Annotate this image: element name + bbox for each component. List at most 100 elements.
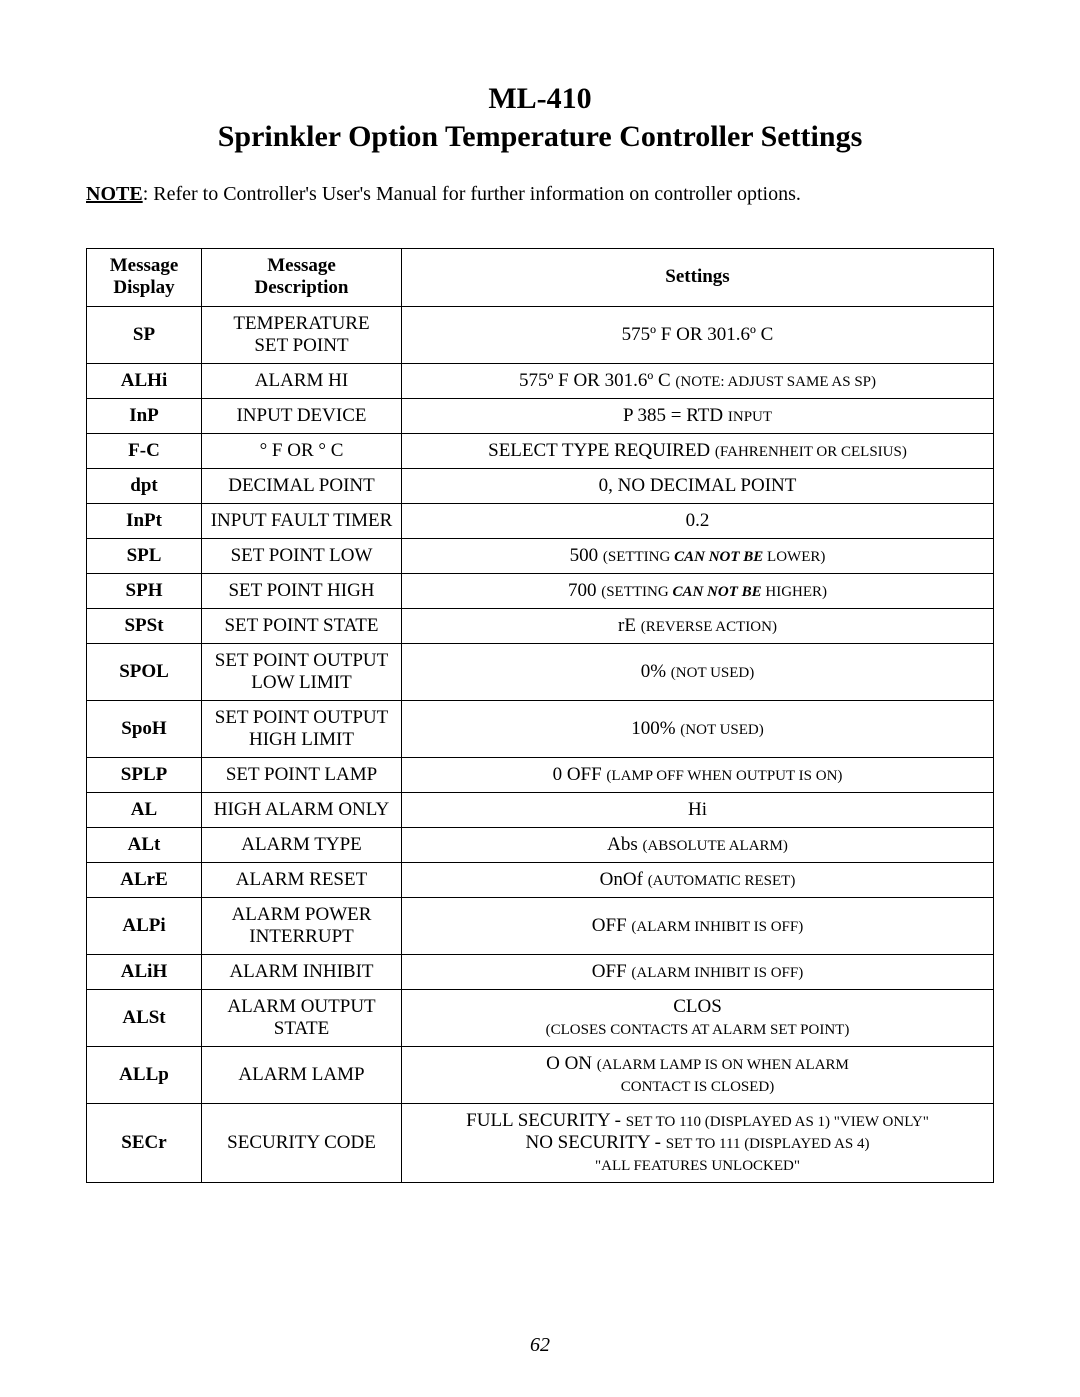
cell-desc: ALARM LAMP <box>202 1046 402 1103</box>
table-row: ALStALARM OUTPUTSTATECLOS(CLOSES CONTACT… <box>87 989 994 1046</box>
table-row: ALrEALARM RESETOnOf (AUTOMATIC RESET) <box>87 862 994 897</box>
table-row: SPTEMPERATURESET POINT575º F OR 301.6º C <box>87 306 994 363</box>
table-row: ALHIGH ALARM ONLYHi <box>87 792 994 827</box>
cell-settings: OFF (ALARM INHIBIT IS OFF) <box>402 954 994 989</box>
cell-settings: rE (REVERSE ACTION) <box>402 608 994 643</box>
cell-display: InPt <box>87 503 202 538</box>
header-display: Message Display <box>87 249 202 307</box>
note-sep: : <box>143 183 154 205</box>
cell-display: ALt <box>87 827 202 862</box>
table-row: ALiHALARM INHIBITOFF (ALARM INHIBIT IS O… <box>87 954 994 989</box>
cell-display: SECr <box>87 1103 202 1182</box>
cell-desc: SET POINT STATE <box>202 608 402 643</box>
table-row: SPLPSET POINT LAMP0 OFF (LAMP OFF WHEN O… <box>87 757 994 792</box>
note-text: Refer to Controller's User's Manual for … <box>153 183 801 205</box>
cell-settings: 575º F OR 301.6º C <box>402 306 994 363</box>
cell-desc: SET POINT OUTPUTLOW LIMIT <box>202 643 402 700</box>
cell-settings: O ON (ALARM LAMP IS ON WHEN ALARMCONTACT… <box>402 1046 994 1103</box>
cell-desc: ALARM INHIBIT <box>202 954 402 989</box>
cell-display: SPSt <box>87 608 202 643</box>
cell-desc: INPUT FAULT TIMER <box>202 503 402 538</box>
cell-desc: INPUT DEVICE <box>202 398 402 433</box>
cell-desc: ALARM HI <box>202 363 402 398</box>
cell-settings: P 385 = RTD INPUT <box>402 398 994 433</box>
table-row: InPtINPUT FAULT TIMER0.2 <box>87 503 994 538</box>
table-row: SPHSET POINT HIGH700 (SETTING CAN NOT BE… <box>87 573 994 608</box>
cell-settings: 500 (SETTING CAN NOT BE LOWER) <box>402 538 994 573</box>
cell-desc: ALARM OUTPUTSTATE <box>202 989 402 1046</box>
table-row: F-C° F OR ° CSELECT TYPE REQUIRED (FAHRE… <box>87 433 994 468</box>
cell-desc: SET POINT HIGH <box>202 573 402 608</box>
cell-settings: Abs (ABSOLUTE ALARM) <box>402 827 994 862</box>
cell-display: dpt <box>87 468 202 503</box>
cell-settings: Hi <box>402 792 994 827</box>
table-row: ALtALARM TYPEAbs (ABSOLUTE ALARM) <box>87 827 994 862</box>
cell-settings: 0% (NOT USED) <box>402 643 994 700</box>
cell-display: AL <box>87 792 202 827</box>
cell-settings: FULL SECURITY - SET TO 110 (DISPLAYED AS… <box>402 1103 994 1182</box>
table-row: ALHiALARM HI575º F OR 301.6º C (NOTE: AD… <box>87 363 994 398</box>
title-block: ML-410 Sprinkler Option Temperature Cont… <box>86 80 994 155</box>
cell-settings: OFF (ALARM INHIBIT IS OFF) <box>402 897 994 954</box>
cell-desc: ALARM RESET <box>202 862 402 897</box>
note-line: NOTE: Refer to Controller's User's Manua… <box>86 183 994 206</box>
cell-settings: 700 (SETTING CAN NOT BE HIGHER) <box>402 573 994 608</box>
table-row: SpoHSET POINT OUTPUTHIGH LIMIT100% (NOT … <box>87 700 994 757</box>
cell-display: F-C <box>87 433 202 468</box>
header-settings: Settings <box>402 249 994 307</box>
cell-display: ALHi <box>87 363 202 398</box>
cell-display: SpoH <box>87 700 202 757</box>
cell-desc: SET POINT LAMP <box>202 757 402 792</box>
header-settings-text: Settings <box>665 266 729 287</box>
document-page: ML-410 Sprinkler Option Temperature Cont… <box>0 0 1080 1397</box>
cell-desc: SECURITY CODE <box>202 1103 402 1182</box>
table-row: SPStSET POINT STATErE (REVERSE ACTION) <box>87 608 994 643</box>
cell-settings: 0.2 <box>402 503 994 538</box>
header-desc-1: Message <box>267 255 336 276</box>
table-row: dptDECIMAL POINT0, NO DECIMAL POINT <box>87 468 994 503</box>
cell-desc: SET POINT LOW <box>202 538 402 573</box>
cell-desc: ALARM POWERINTERRUPT <box>202 897 402 954</box>
header-display-2: Display <box>113 277 174 298</box>
header-desc: Message Description <box>202 249 402 307</box>
cell-settings: CLOS(CLOSES CONTACTS AT ALARM SET POINT) <box>402 989 994 1046</box>
cell-settings: 0, NO DECIMAL POINT <box>402 468 994 503</box>
cell-display: ALLp <box>87 1046 202 1103</box>
cell-display: InP <box>87 398 202 433</box>
cell-settings: 100% (NOT USED) <box>402 700 994 757</box>
cell-display: SPL <box>87 538 202 573</box>
cell-display: ALrE <box>87 862 202 897</box>
cell-settings: 0 OFF (LAMP OFF WHEN OUTPUT IS ON) <box>402 757 994 792</box>
title-subtitle: Sprinkler Option Temperature Controller … <box>86 118 994 156</box>
cell-desc: DECIMAL POINT <box>202 468 402 503</box>
table-header-row: Message Display Message Description Sett… <box>87 249 994 307</box>
table-row: ALPiALARM POWERINTERRUPTOFF (ALARM INHIB… <box>87 897 994 954</box>
table-body: SPTEMPERATURESET POINT575º F OR 301.6º C… <box>87 306 994 1182</box>
settings-table: Message Display Message Description Sett… <box>86 248 994 1183</box>
table-row: InPINPUT DEVICEP 385 = RTD INPUT <box>87 398 994 433</box>
cell-display: SPLP <box>87 757 202 792</box>
cell-display: SP <box>87 306 202 363</box>
cell-settings: SELECT TYPE REQUIRED (FAHRENHEIT OR CELS… <box>402 433 994 468</box>
cell-settings: 575º F OR 301.6º C (NOTE: ADJUST SAME AS… <box>402 363 994 398</box>
cell-display: ALiH <box>87 954 202 989</box>
table-row: ALLpALARM LAMPO ON (ALARM LAMP IS ON WHE… <box>87 1046 994 1103</box>
header-display-1: Message <box>110 255 179 276</box>
cell-desc: SET POINT OUTPUTHIGH LIMIT <box>202 700 402 757</box>
table-row: SPLSET POINT LOW500 (SETTING CAN NOT BE … <box>87 538 994 573</box>
table-row: SPOLSET POINT OUTPUTLOW LIMIT0% (NOT USE… <box>87 643 994 700</box>
cell-display: SPH <box>87 573 202 608</box>
cell-settings: OnOf (AUTOMATIC RESET) <box>402 862 994 897</box>
cell-display: ALSt <box>87 989 202 1046</box>
cell-desc: TEMPERATURESET POINT <box>202 306 402 363</box>
header-desc-2: Description <box>255 277 349 298</box>
table-row: SECrSECURITY CODEFULL SECURITY - SET TO … <box>87 1103 994 1182</box>
cell-desc: ° F OR ° C <box>202 433 402 468</box>
cell-display: ALPi <box>87 897 202 954</box>
cell-desc: ALARM TYPE <box>202 827 402 862</box>
note-label: NOTE <box>86 183 143 205</box>
cell-desc: HIGH ALARM ONLY <box>202 792 402 827</box>
page-number: 62 <box>0 1334 1080 1357</box>
cell-display: SPOL <box>87 643 202 700</box>
title-model: ML-410 <box>86 80 994 118</box>
